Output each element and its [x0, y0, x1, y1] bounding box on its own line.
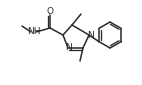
Text: N: N: [65, 42, 71, 52]
Text: O: O: [46, 6, 54, 15]
Text: N: N: [87, 31, 94, 40]
Text: NH: NH: [27, 27, 41, 36]
